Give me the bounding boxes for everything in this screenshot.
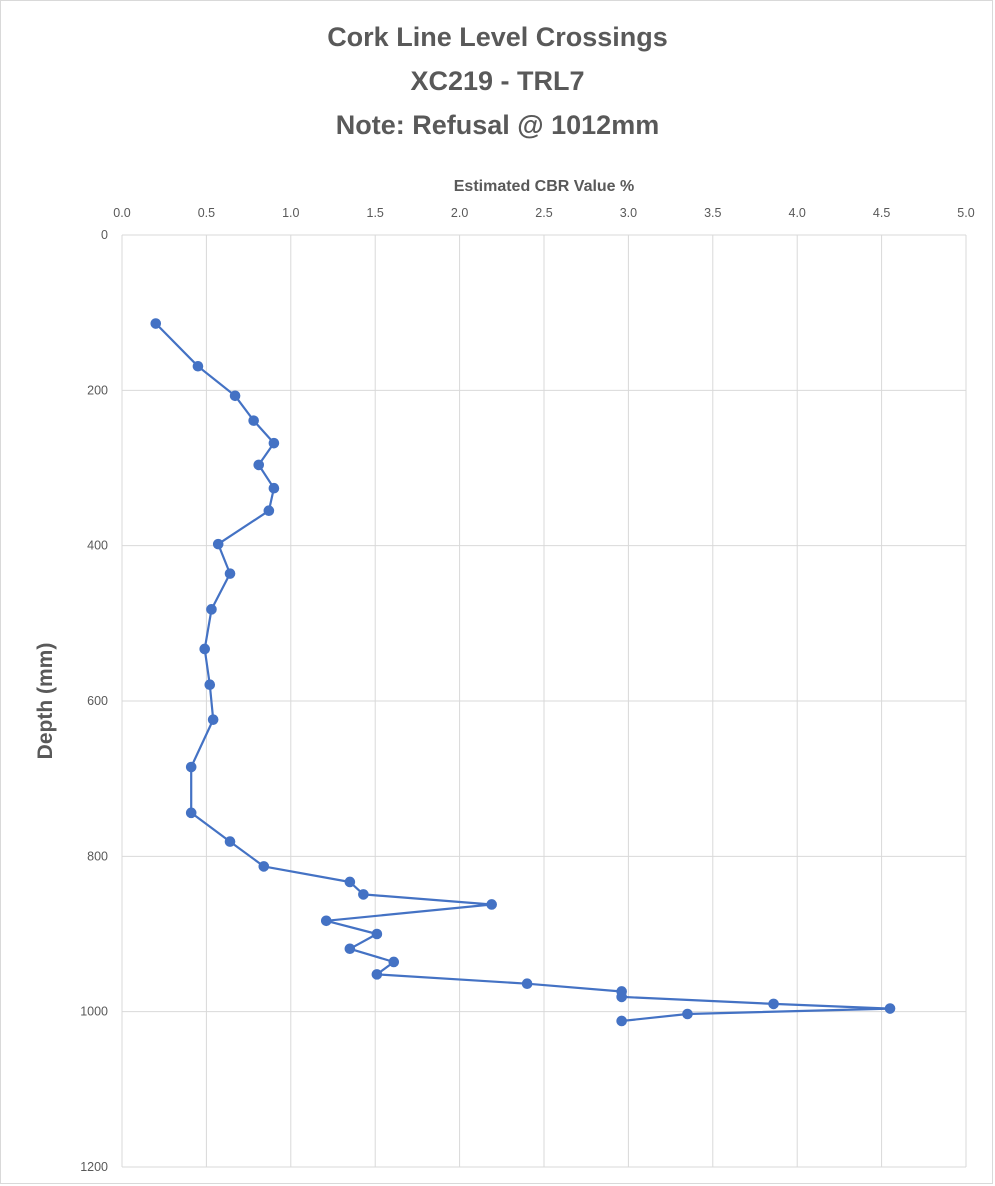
data-point xyxy=(248,415,259,426)
data-point xyxy=(521,978,533,990)
data-point xyxy=(616,1015,627,1027)
data-point xyxy=(253,459,265,471)
data-point xyxy=(206,604,217,615)
data-point xyxy=(229,390,241,402)
y-tick-label: 600 xyxy=(87,694,108,708)
data-point xyxy=(358,889,369,900)
x-tick-label: 4.5 xyxy=(873,206,890,220)
data-point xyxy=(768,998,779,1010)
data-point xyxy=(320,915,332,927)
data-point xyxy=(371,928,383,940)
data-point xyxy=(185,807,197,819)
y-tick-label: 1200 xyxy=(80,1160,108,1174)
x-tick-label: 4.0 xyxy=(789,206,806,220)
data-point xyxy=(388,956,400,968)
data-point xyxy=(682,1008,693,1020)
data-point xyxy=(344,876,356,888)
chart-title-line-1: Cork Line Level Crossings xyxy=(327,22,668,52)
x-tick-label: 2.0 xyxy=(451,206,468,220)
y-tick-label: 800 xyxy=(87,849,108,863)
data-point xyxy=(344,943,356,955)
series-line xyxy=(155,322,892,1023)
data-point xyxy=(268,437,280,449)
tick-labels: 0.0 0.5 1.0 1.5 2.0 2.5 3.0 3.5 4.0 4.5 5.0 0 200 400… xyxy=(80,206,975,1174)
x-tick-label: 2.5 xyxy=(535,206,552,220)
x-tick-label: 0.5 xyxy=(198,206,215,220)
data-point xyxy=(150,318,162,329)
y-tick-label: 200 xyxy=(87,383,108,397)
y-axis-title: Depth (mm) xyxy=(34,643,57,760)
data-point xyxy=(207,714,219,725)
x-tick-label: 3.0 xyxy=(620,206,637,220)
data-point xyxy=(884,1003,896,1014)
x-tick-label: 3.5 xyxy=(704,206,721,220)
data-point xyxy=(616,991,627,1003)
x-tick-label: 1.0 xyxy=(282,206,299,220)
data-point xyxy=(212,538,224,550)
data-point xyxy=(371,969,383,980)
data-point xyxy=(192,360,204,372)
data-point xyxy=(268,482,280,494)
chart-title-line-2: XC219 - TRL7 xyxy=(410,66,585,96)
data-point xyxy=(224,836,236,847)
chart-title-line-3: Note: Refusal @ 1012mm xyxy=(335,110,660,140)
data-series xyxy=(150,318,896,1027)
data-point xyxy=(263,505,275,517)
y-tick-label: 0 xyxy=(101,228,108,242)
x-tick-label: 1.5 xyxy=(367,206,384,220)
y-tick-label: 400 xyxy=(87,539,108,553)
data-point xyxy=(185,761,197,773)
x-axis-title: Estimated CBR Value % xyxy=(454,178,635,195)
data-point xyxy=(199,643,211,655)
data-point xyxy=(258,861,270,872)
data-point xyxy=(486,899,497,910)
y-tick-label: 1000 xyxy=(80,1005,108,1019)
x-tick-label: 0.0 xyxy=(113,206,130,220)
grid-layer xyxy=(121,234,967,1168)
data-point xyxy=(224,568,236,579)
data-point xyxy=(204,679,216,690)
x-tick-label: 5.0 xyxy=(957,206,974,220)
